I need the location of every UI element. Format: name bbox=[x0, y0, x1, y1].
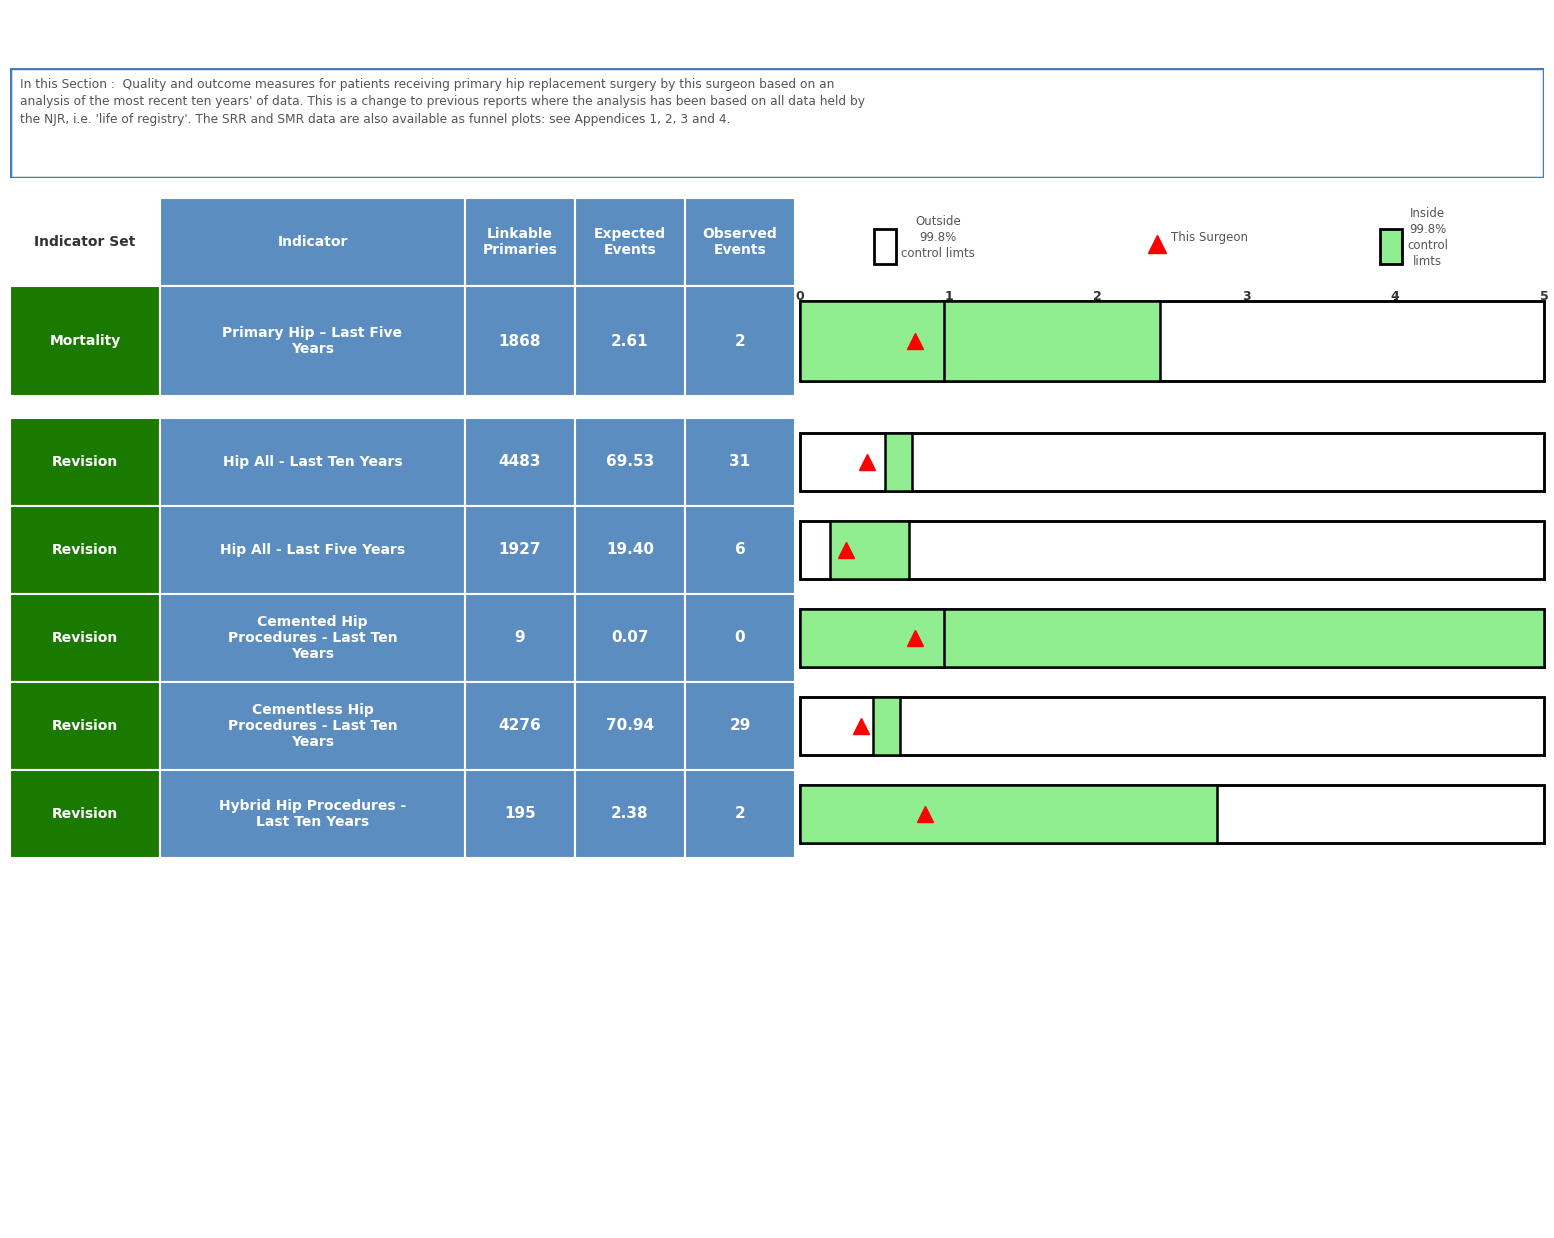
Text: Outcomes following Primary Hip Surgery: Outcomes following Primary Hip Surgery bbox=[22, 20, 693, 48]
Bar bbox=[800, 785, 1217, 843]
Text: 1868: 1868 bbox=[499, 333, 541, 349]
Text: 3: 3 bbox=[1242, 290, 1251, 303]
Bar bbox=[800, 697, 1545, 755]
Bar bbox=[800, 697, 1545, 755]
Text: 2.61: 2.61 bbox=[611, 333, 650, 349]
Text: 195: 195 bbox=[503, 806, 536, 822]
Text: Revision: Revision bbox=[51, 807, 118, 821]
Text: Cemented Hip
Procedures - Last Ten
Years: Cemented Hip Procedures - Last Ten Years bbox=[228, 615, 398, 661]
Text: Hip All - Last Ten Years: Hip All - Last Ten Years bbox=[222, 456, 402, 469]
Bar bbox=[800, 609, 1545, 667]
Bar bbox=[800, 301, 945, 381]
Bar bbox=[800, 301, 1545, 381]
Bar bbox=[800, 609, 1545, 667]
Bar bbox=[884, 433, 912, 491]
Text: Indicator: Indicator bbox=[277, 235, 348, 249]
Text: Inside
99.8%
control
limts: Inside 99.8% control limts bbox=[1408, 207, 1448, 269]
Text: 70.94: 70.94 bbox=[606, 718, 654, 733]
Bar bbox=[800, 521, 1545, 579]
Text: Primary Hip – Last Five
Years: Primary Hip – Last Five Years bbox=[222, 326, 402, 357]
Text: 6: 6 bbox=[735, 542, 746, 557]
Text: Revision: Revision bbox=[51, 719, 118, 733]
Bar bbox=[800, 609, 1545, 667]
Bar bbox=[800, 785, 1545, 843]
Text: 69.53: 69.53 bbox=[606, 454, 654, 469]
Text: Outside
99.8%
control limts: Outside 99.8% control limts bbox=[901, 215, 976, 260]
Text: 0: 0 bbox=[796, 290, 805, 303]
Text: 0: 0 bbox=[735, 630, 746, 645]
Text: 29: 29 bbox=[729, 718, 751, 733]
Bar bbox=[800, 521, 1545, 579]
Bar bbox=[853, 521, 909, 579]
Bar bbox=[800, 785, 1545, 843]
Text: 4: 4 bbox=[1391, 290, 1400, 303]
Text: 19.40: 19.40 bbox=[606, 542, 654, 557]
Text: 1: 1 bbox=[945, 290, 953, 303]
Text: 1927: 1927 bbox=[499, 542, 541, 557]
Bar bbox=[875, 229, 897, 264]
Text: 2.38: 2.38 bbox=[611, 806, 650, 822]
Text: Indicator Set: Indicator Set bbox=[34, 235, 135, 249]
Text: Hip All - Last Five Years: Hip All - Last Five Years bbox=[221, 543, 406, 557]
Text: 2: 2 bbox=[735, 333, 746, 349]
Text: This Surgeon: This Surgeon bbox=[1172, 232, 1248, 244]
Bar bbox=[945, 301, 1161, 381]
Text: 4276: 4276 bbox=[499, 718, 541, 733]
Text: Linkable
Primaries: Linkable Primaries bbox=[483, 227, 558, 258]
Text: Revision: Revision bbox=[51, 631, 118, 645]
Bar bbox=[830, 521, 853, 579]
Text: 9: 9 bbox=[514, 630, 525, 645]
Text: Revision: Revision bbox=[51, 456, 118, 469]
Text: Mortality: Mortality bbox=[50, 334, 121, 348]
Text: Hybrid Hip Procedures -
Last Ten Years: Hybrid Hip Procedures - Last Ten Years bbox=[219, 799, 406, 829]
Text: Observed
Events: Observed Events bbox=[702, 227, 777, 258]
Bar bbox=[800, 433, 1545, 491]
Text: 5: 5 bbox=[1540, 290, 1548, 303]
Text: 4483: 4483 bbox=[499, 454, 541, 469]
Text: Expected
Events: Expected Events bbox=[594, 227, 667, 258]
Text: Revision: Revision bbox=[51, 543, 118, 557]
Text: In this Section :  Quality and outcome measures for patients receiving primary h: In this Section : Quality and outcome me… bbox=[20, 78, 866, 126]
Text: 0.07: 0.07 bbox=[611, 630, 648, 645]
Text: 2: 2 bbox=[1092, 290, 1102, 303]
Bar bbox=[800, 301, 1545, 381]
Bar bbox=[800, 433, 1545, 491]
Text: 2: 2 bbox=[735, 806, 746, 822]
Text: 31: 31 bbox=[729, 454, 751, 469]
Text: Cementless Hip
Procedures - Last Ten
Years: Cementless Hip Procedures - Last Ten Yea… bbox=[228, 703, 398, 749]
Bar bbox=[873, 697, 900, 755]
Bar bbox=[1380, 229, 1402, 264]
